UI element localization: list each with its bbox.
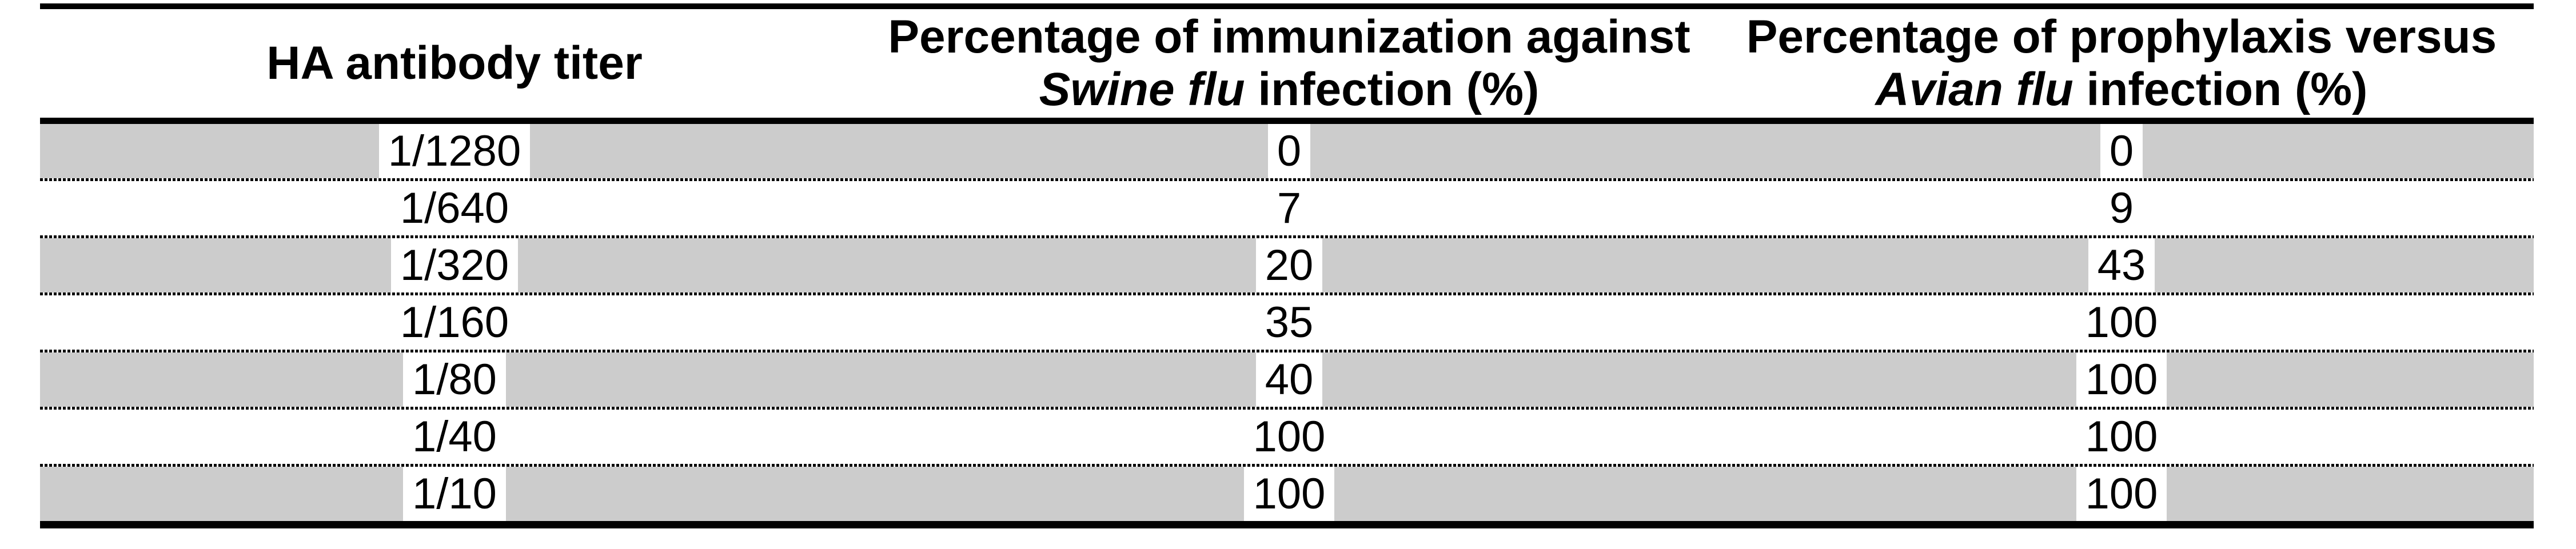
header-label: HA antibody titer xyxy=(266,37,643,89)
titer-value: 1/320 xyxy=(390,238,519,292)
cell-avian-percentage: 100 xyxy=(1709,467,2534,521)
cell-titer: 1/160 xyxy=(40,295,869,350)
cell-swine-percentage: 7 xyxy=(869,181,1709,235)
table-row: 1/80 40 100 xyxy=(40,352,2534,407)
cell-swine-percentage: 0 xyxy=(869,124,1709,178)
swine-percentage-value: 40 xyxy=(1255,352,1323,407)
header-bottom-rule xyxy=(40,118,2534,124)
results-table: HA antibody titer Percentage of immuniza… xyxy=(40,3,2534,528)
header-avian-flu-prophylaxis: Percentage of prophylaxis versus Avian f… xyxy=(1709,9,2534,118)
cell-titer: 1/640 xyxy=(40,181,869,235)
cell-avian-percentage: 100 xyxy=(1709,352,2534,407)
titer-value: 1/160 xyxy=(390,295,519,350)
cell-swine-percentage: 20 xyxy=(869,238,1709,292)
table-body: 1/1280 0 0 1/640 7 9 1/320 20 43 xyxy=(40,124,2534,521)
header-label-line2: Swine flu infection (%) xyxy=(1039,63,1540,116)
cell-avian-percentage: 43 xyxy=(1709,238,2534,292)
header-label-line1: Percentage of immunization against xyxy=(888,11,1690,63)
avian-percentage-value: 100 xyxy=(2076,295,2167,350)
cell-titer: 1/40 xyxy=(40,410,869,464)
row-separator xyxy=(40,350,2534,352)
titer-value: 1/40 xyxy=(403,410,506,464)
table-row: 1/640 7 9 xyxy=(40,181,2534,235)
table-row: 1/40 100 100 xyxy=(40,410,2534,464)
avian-percentage-value: 100 xyxy=(2076,410,2167,464)
header-label-line2: Avian flu infection (%) xyxy=(1875,63,2367,116)
row-separator xyxy=(40,464,2534,467)
cell-swine-percentage: 100 xyxy=(869,467,1709,521)
header-line2-rest: infection (%) xyxy=(1245,63,1540,115)
header-italic-species: Swine flu xyxy=(1039,63,1245,115)
header-line2-rest: infection (%) xyxy=(2073,63,2368,115)
table-row: 1/160 35 100 xyxy=(40,295,2534,350)
header-ha-antibody-titer: HA antibody titer xyxy=(40,9,869,118)
row-separator xyxy=(40,407,2534,410)
avian-percentage-value: 0 xyxy=(2100,124,2143,178)
table-row: 1/320 20 43 xyxy=(40,238,2534,292)
header-label-line1: Percentage of prophylaxis versus xyxy=(1746,11,2497,63)
swine-percentage-value: 35 xyxy=(1255,295,1323,350)
cell-swine-percentage: 100 xyxy=(869,410,1709,464)
table-row: 1/10 100 100 xyxy=(40,467,2534,521)
table-row: 1/1280 0 0 xyxy=(40,124,2534,178)
row-separator xyxy=(40,235,2534,238)
titer-value: 1/10 xyxy=(403,467,506,521)
swine-percentage-value: 100 xyxy=(1243,410,1335,464)
table-header-row: HA antibody titer Percentage of immuniza… xyxy=(40,9,2534,118)
row-separator xyxy=(40,292,2534,295)
cell-avian-percentage: 0 xyxy=(1709,124,2534,178)
titer-value: 1/640 xyxy=(390,181,519,235)
swine-percentage-value: 100 xyxy=(1243,467,1335,521)
swine-percentage-value: 20 xyxy=(1255,238,1323,292)
titer-value: 1/1280 xyxy=(378,124,531,178)
header-italic-species: Avian flu xyxy=(1875,63,2073,115)
titer-value: 1/80 xyxy=(403,352,506,407)
avian-percentage-value: 9 xyxy=(2100,181,2143,235)
cell-swine-percentage: 40 xyxy=(869,352,1709,407)
cell-titer: 1/1280 xyxy=(40,124,869,178)
header-swine-flu-immunization: Percentage of immunization against Swine… xyxy=(869,9,1709,118)
cell-avian-percentage: 9 xyxy=(1709,181,2534,235)
row-separator xyxy=(40,178,2534,181)
cell-titer: 1/320 xyxy=(40,238,869,292)
table-bottom-rule xyxy=(40,521,2534,528)
cell-avian-percentage: 100 xyxy=(1709,295,2534,350)
cell-titer: 1/10 xyxy=(40,467,869,521)
table-top-rule xyxy=(40,3,2534,9)
swine-percentage-value: 7 xyxy=(1267,181,1311,235)
avian-percentage-value: 100 xyxy=(2076,352,2167,407)
avian-percentage-value: 100 xyxy=(2076,467,2167,521)
cell-avian-percentage: 100 xyxy=(1709,410,2534,464)
cell-swine-percentage: 35 xyxy=(869,295,1709,350)
cell-titer: 1/80 xyxy=(40,352,869,407)
avian-percentage-value: 43 xyxy=(2088,238,2155,292)
swine-percentage-value: 0 xyxy=(1267,124,1311,178)
